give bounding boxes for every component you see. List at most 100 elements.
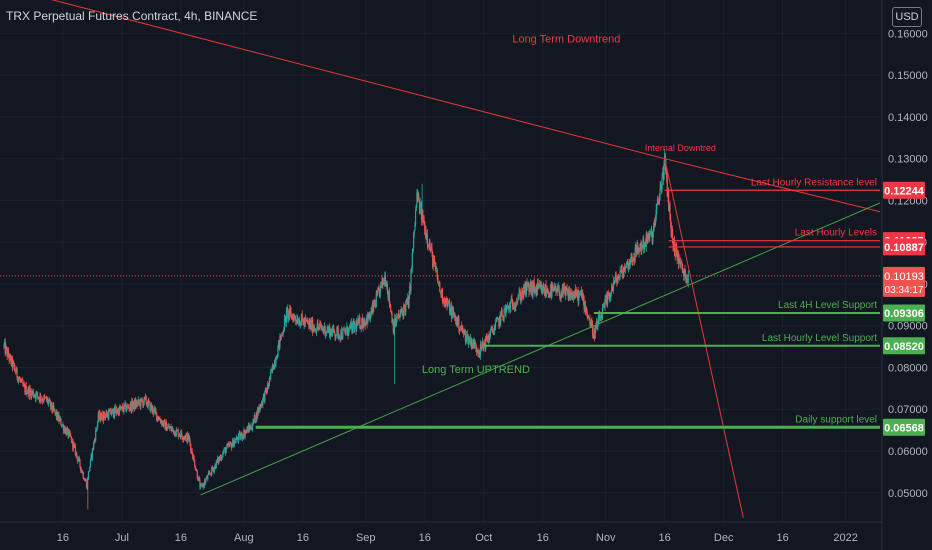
candle-body xyxy=(406,300,408,303)
candle-body xyxy=(331,330,333,336)
candle-body xyxy=(200,484,202,486)
candle-body xyxy=(388,290,390,299)
candle-body xyxy=(657,198,659,204)
candle-body xyxy=(602,304,604,309)
x-tick-label: Aug xyxy=(234,532,254,544)
candle-body xyxy=(179,435,181,437)
current-price-countdown: 03:34:17 xyxy=(885,285,924,296)
candle-body xyxy=(38,397,40,401)
candle-body xyxy=(51,409,54,412)
candle-body xyxy=(443,297,446,303)
candle-body xyxy=(637,244,639,252)
candle-body xyxy=(681,263,683,273)
candle-body xyxy=(671,229,673,237)
candle-body xyxy=(234,440,236,443)
candle-body xyxy=(382,277,384,285)
candle-body xyxy=(52,405,54,412)
candle-body xyxy=(97,421,99,427)
candle-body xyxy=(659,187,661,195)
candle-body xyxy=(315,330,317,333)
candle-body xyxy=(519,291,522,301)
candle-body xyxy=(405,303,407,312)
candle-body xyxy=(365,317,368,322)
candle-body xyxy=(118,409,120,416)
candle-body xyxy=(61,425,63,427)
candle-body xyxy=(203,480,206,487)
candle-body xyxy=(402,310,404,317)
candle-body xyxy=(470,337,472,344)
candle-body xyxy=(670,222,672,237)
candle-body xyxy=(71,439,73,443)
candle-body xyxy=(292,316,294,322)
candle-body xyxy=(251,426,253,430)
candle-body xyxy=(321,328,324,330)
y-tick-label: 0.05000 xyxy=(888,488,928,500)
candle-body xyxy=(120,406,122,409)
candle-body xyxy=(390,311,392,314)
candle-body xyxy=(596,321,598,329)
candle-body xyxy=(415,204,417,211)
candle-body xyxy=(118,406,120,416)
candle-body xyxy=(546,289,548,293)
candle-body xyxy=(557,286,560,291)
candle-body xyxy=(77,460,79,462)
candle-body xyxy=(580,290,582,294)
candle-body xyxy=(209,472,211,474)
candle-body xyxy=(599,314,601,321)
price-badge-bg xyxy=(883,238,925,256)
candle-body xyxy=(269,377,271,379)
candle-body xyxy=(500,310,503,313)
candle-body xyxy=(121,406,123,408)
candle-body xyxy=(184,437,186,440)
candle-body xyxy=(50,402,52,408)
candle-body xyxy=(309,321,311,329)
candle-body xyxy=(230,442,232,444)
candle-body xyxy=(247,425,250,433)
currency-button[interactable]: USD xyxy=(892,7,922,27)
candle-body xyxy=(158,419,160,421)
candle-body xyxy=(133,400,135,406)
candle-body xyxy=(364,320,366,326)
candle-body xyxy=(151,406,153,410)
candle-body xyxy=(478,351,480,355)
candle-body xyxy=(610,286,613,294)
candle-body xyxy=(491,326,493,331)
candle-body xyxy=(107,413,109,419)
candle-body xyxy=(674,255,676,257)
candle-body xyxy=(302,321,305,326)
candle-body xyxy=(256,412,258,419)
candle-body xyxy=(678,259,680,265)
candle-body xyxy=(40,399,42,401)
candle-body xyxy=(350,322,352,326)
candle-body xyxy=(306,320,308,321)
candle-body xyxy=(669,203,671,216)
candle-body xyxy=(448,302,450,304)
candle-body xyxy=(259,404,261,409)
candle-body xyxy=(156,416,158,420)
candle-body xyxy=(666,168,668,179)
candle-body xyxy=(287,308,289,319)
candle-body xyxy=(165,422,167,430)
candle-body xyxy=(49,401,52,408)
candle-body xyxy=(81,472,84,474)
candle-body xyxy=(563,286,565,295)
candle-body xyxy=(39,394,41,401)
candle-body xyxy=(264,387,267,391)
candle-body xyxy=(270,369,272,372)
candle-body xyxy=(317,327,320,329)
candle-body xyxy=(427,243,429,247)
candle-body xyxy=(310,321,312,329)
candle-body xyxy=(303,319,305,326)
candle-body xyxy=(669,215,672,223)
candle-body xyxy=(285,316,287,324)
candle-body xyxy=(542,285,544,294)
candle-body xyxy=(485,335,487,349)
candle-body xyxy=(413,230,415,234)
candle-body xyxy=(270,371,272,379)
candle-body xyxy=(281,333,283,335)
candle-body xyxy=(289,308,291,312)
candle-body xyxy=(494,322,497,328)
candle-body xyxy=(357,318,359,326)
candle-body xyxy=(416,192,419,201)
